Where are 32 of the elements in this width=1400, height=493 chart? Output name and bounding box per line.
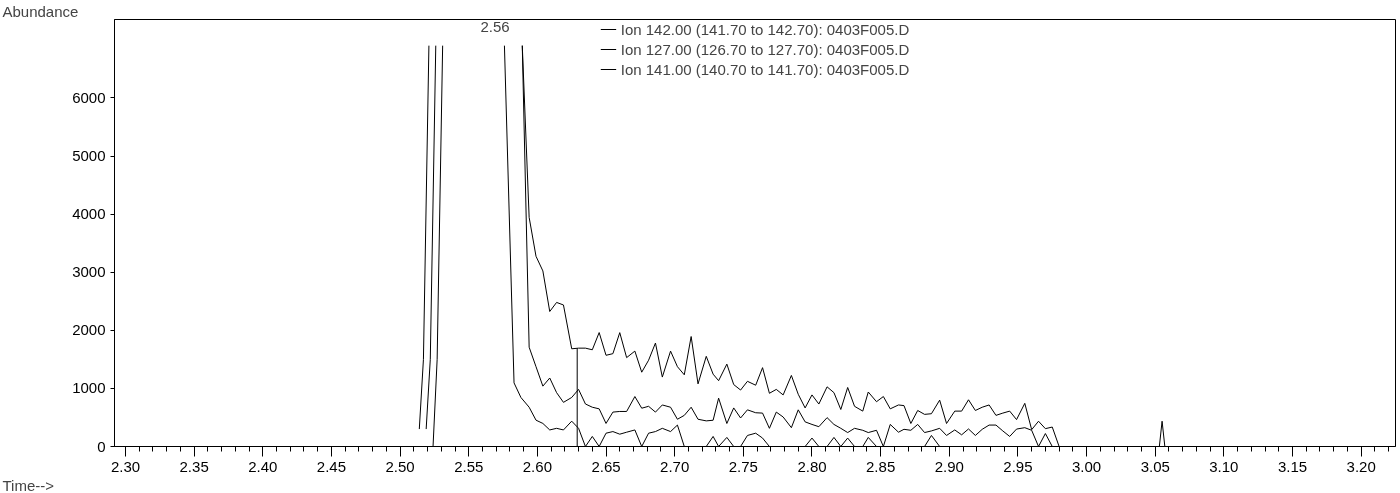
x-tick-label: 3.15	[1277, 457, 1308, 475]
y-tick-label: 1000	[72, 379, 106, 397]
x-tick-label: 2.30	[110, 457, 141, 475]
x-tick-label: 2.45	[316, 457, 347, 475]
y-tick-label: 2000	[72, 321, 106, 339]
y-tick-label: 3000	[72, 263, 106, 281]
x-tick-label: 2.60	[522, 457, 552, 475]
x-axis-title: Time-->	[2, 476, 55, 493]
y-tick-label: 6000	[72, 88, 106, 106]
x-tick-label: 2.50	[385, 457, 415, 475]
x-tick-label: 3.20	[1346, 457, 1376, 475]
legend-label: Ion 127.00 (126.70 to 127.70): 0403F005.D	[620, 40, 910, 58]
x-tick-label: 2.55	[454, 457, 484, 475]
legend-label: Ion 142.00 (141.70 to 142.70): 0403F005.D	[620, 20, 910, 38]
y-tick-label: 4000	[72, 205, 106, 223]
x-tick-label: 2.40	[248, 457, 278, 475]
x-tick-label: 2.75	[728, 457, 758, 475]
x-tick-label: 2.85	[866, 457, 896, 475]
x-tick-label: 2.70	[660, 457, 690, 475]
legend-label: Ion 141.00 (140.70 to 141.70): 0403F005.D	[620, 60, 910, 78]
y-tick-label: 0	[97, 437, 106, 455]
annotation: 2.56	[480, 17, 510, 35]
x-tick-label: 2.35	[179, 457, 209, 475]
x-tick-label: 3.05	[1140, 457, 1170, 475]
x-tick-label: 3.10	[1209, 457, 1239, 475]
x-tick-label: 2.90	[934, 457, 964, 475]
y-tick-label: 5000	[72, 147, 106, 165]
y-axis-title: Abundance	[2, 2, 79, 20]
x-tick-label: 2.65	[591, 457, 621, 475]
x-tick-label: 2.95	[1003, 457, 1033, 475]
x-tick-label: 3.00	[1071, 457, 1102, 475]
x-tick-label: 2.80	[797, 457, 827, 475]
